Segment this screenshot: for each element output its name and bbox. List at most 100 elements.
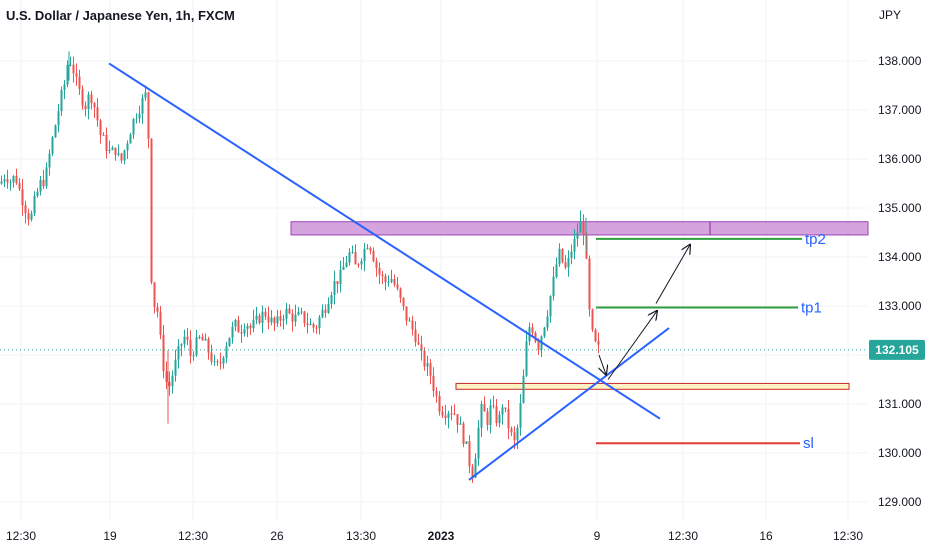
candle-body-110 [330,294,333,304]
candle-body-19 [57,111,60,126]
candle-body-3 [9,182,12,184]
candle-body-194 [582,221,585,235]
candle-body-23 [69,64,72,66]
candle-body-142 [426,363,429,367]
candle-body-62 [186,336,189,340]
candle-body-179 [537,341,540,350]
candle-body-118 [354,251,357,265]
candle-body-64 [192,355,195,357]
candle-body-186 [558,248,561,265]
candle-body-59 [177,345,180,360]
candle-body-54 [162,334,165,372]
candle-body-79 [237,320,240,333]
x-tick-4: 13:30 [346,529,376,543]
candle-body-182 [546,316,549,328]
candle-body-2 [6,179,9,183]
candle-body-45 [135,118,138,120]
x-tick-8: 16 [759,529,773,543]
candle-body-147 [441,411,444,416]
candle-body-143 [429,363,432,376]
candle-body-42 [126,143,129,151]
candle-body-71 [213,361,216,363]
candle-body-65 [195,337,198,356]
candle-body-136 [408,320,411,322]
candle-body-61 [183,336,186,345]
candle-body-165 [495,406,498,424]
candle-body-93 [279,316,282,321]
candle-body-173 [519,403,522,428]
candle-body-113 [339,269,342,285]
candle-body-193 [579,221,582,233]
ascending-trendline [468,327,670,481]
candle-body-148 [444,415,447,419]
candle-body-149 [447,413,450,419]
candle-body-156 [468,441,471,467]
candle-body-167 [501,407,504,415]
x-tick-3: 26 [270,529,284,543]
candle-body-199 [597,341,600,345]
candle-body-164 [492,405,495,407]
candle-body-29 [87,94,90,110]
candle-body-1 [3,179,6,182]
candle-body-125 [375,261,378,268]
candle-body-107 [321,309,324,318]
candle-body-144 [432,375,435,391]
candle-body-161 [483,403,486,412]
candle-body-89 [267,316,270,323]
candle-body-95 [285,308,288,320]
candle-body-10 [30,213,33,220]
target-arrow-2 [655,245,690,304]
candle-body-7 [21,189,24,206]
candle-body-57 [171,375,174,387]
candle-body-174 [522,375,525,404]
candle-body-27 [81,88,84,106]
candle-body-198 [594,329,597,342]
candle-body-24 [72,64,75,74]
candle-body-82 [246,325,249,330]
candle-body-109 [327,303,330,313]
price-axis[interactable]: 138.000 137.000 136.000 135.000 134.000 133.0… [878,54,922,509]
candle-body-25 [75,73,78,77]
candle-body-94 [282,319,285,321]
last-price-tag: 132.105 [869,339,925,360]
candle-body-119 [357,264,360,266]
candle-body-104 [312,324,315,328]
candle-body-14 [42,179,45,187]
time-axis[interactable]: 12:30 19 12:30 26 13:30 2023 9 12:30 16 12:30 [6,529,863,543]
candle-body-48 [144,92,147,98]
candle-body-99 [297,311,300,315]
candle-body-187 [561,248,564,263]
candle-body-39 [117,153,120,155]
candle-body-159 [477,427,480,459]
candle-body-51 [153,282,156,308]
candle-body-68 [204,338,207,341]
x-tick-6: 9 [594,529,601,543]
candle-body-105 [315,327,318,329]
candle-body-11 [33,195,36,214]
candle-body-108 [324,309,327,313]
candle-body-124 [372,250,375,262]
y-tick-9: 129.000 [878,495,922,509]
y-tick-2: 136.000 [878,152,922,166]
candle-body-0 [0,181,3,184]
candle-body-47 [141,97,144,114]
candle-body-73 [219,362,222,364]
candle-body-100 [300,311,303,313]
candle-body-172 [516,427,519,441]
candle-body-185 [555,264,558,277]
candle-body-36 [108,149,111,152]
candle-body-152 [456,414,459,425]
candle-body-197 [591,309,594,330]
candle-body-135 [405,306,408,321]
candle-body-121 [363,248,366,262]
candle-body-60 [180,344,183,346]
pullback-arrow [599,354,606,375]
candle-body-5 [15,175,18,184]
chart-grid [0,0,868,520]
candle-body-34 [102,134,105,136]
candle-body-13 [39,179,42,192]
candle-body-83 [249,325,252,329]
candle-body-102 [306,323,309,325]
candle-body-101 [303,311,306,324]
